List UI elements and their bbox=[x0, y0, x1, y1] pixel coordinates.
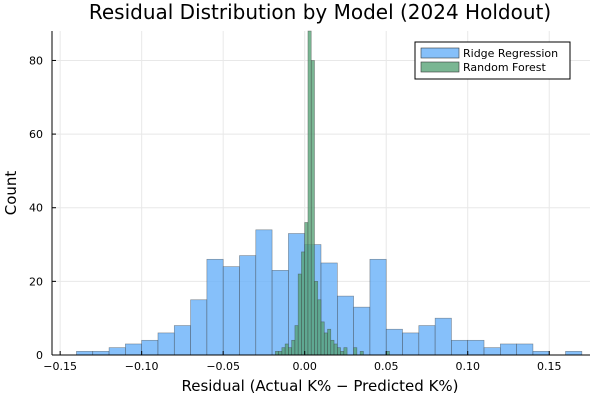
y-tick-label: 40 bbox=[29, 202, 43, 215]
ridge-bar bbox=[483, 347, 501, 356]
x-tick-label: 0.00 bbox=[292, 360, 317, 373]
random-forest-bar bbox=[275, 351, 279, 356]
ridge-bar bbox=[173, 325, 191, 356]
random-forest-bar bbox=[304, 222, 309, 356]
random-forest-bar bbox=[310, 60, 315, 356]
random-forest-bar bbox=[307, 30, 312, 356]
ridge-bar bbox=[255, 229, 273, 356]
random-forest-bar bbox=[333, 343, 338, 356]
ridge-bar bbox=[434, 317, 452, 356]
random-forest-bar bbox=[301, 251, 305, 356]
x-axis-label: Residual (Actual K% − Predicted K%) bbox=[181, 377, 458, 395]
y-tick-label: 60 bbox=[29, 128, 43, 141]
random-forest-bar bbox=[330, 339, 335, 356]
random-forest-bar bbox=[284, 343, 289, 356]
x-tick-label: −0.10 bbox=[125, 360, 159, 373]
random-forest-bar bbox=[278, 351, 283, 356]
random-forest-bar bbox=[323, 332, 328, 356]
random-forest-bar bbox=[340, 351, 345, 356]
ridge-bar bbox=[157, 332, 175, 356]
ridge-bar bbox=[141, 339, 159, 356]
random-forest-bar bbox=[294, 325, 299, 356]
ridge-bar bbox=[402, 332, 420, 356]
x-tick-label: 0.05 bbox=[374, 360, 399, 373]
random-forest-bar bbox=[297, 273, 302, 356]
y-ticks: 0 20 40 60 80 bbox=[29, 54, 56, 362]
legend-swatch-random-forest bbox=[420, 61, 460, 73]
legend-label-ridge: Ridge Regression bbox=[463, 47, 558, 60]
x-tick-label: −0.15 bbox=[43, 360, 77, 373]
legend-swatch-ridge bbox=[420, 47, 460, 59]
legend-label-random-forest: Random Forest bbox=[463, 61, 546, 74]
ridge-bar bbox=[108, 347, 126, 356]
random-forest-bar bbox=[343, 347, 348, 356]
ridge-bar bbox=[190, 299, 208, 356]
random-forest-bar bbox=[281, 347, 286, 356]
random-forest-bar bbox=[320, 321, 325, 356]
y-axis-label: Count bbox=[2, 171, 20, 216]
chart-title: Residual Distribution by Model (2024 Hol… bbox=[89, 0, 551, 24]
x-tick-label: 0.15 bbox=[537, 360, 562, 373]
ridge-bar bbox=[222, 266, 240, 356]
ridge-bar bbox=[125, 343, 142, 356]
random-forest-bar bbox=[359, 351, 364, 356]
ridge-bar bbox=[206, 258, 224, 356]
y-tick-label: 20 bbox=[29, 275, 43, 288]
y-tick-label: 80 bbox=[29, 54, 43, 67]
ridge-bar bbox=[500, 343, 517, 356]
random-forest-bar bbox=[314, 281, 319, 356]
random-forest-bar bbox=[291, 339, 296, 356]
legend: Ridge Regression Random Forest bbox=[414, 41, 571, 80]
x-ticks: −0.15 −0.10 −0.05 0.00 0.05 0.10 0.15 bbox=[43, 351, 561, 373]
ridge-bar bbox=[271, 270, 289, 356]
ridge-bar bbox=[516, 343, 534, 356]
y-tick-label: 0 bbox=[36, 349, 43, 362]
ridge-bar bbox=[369, 258, 387, 356]
random-forest-bar bbox=[353, 347, 358, 356]
random-forest-bar bbox=[327, 328, 332, 356]
ridge-bar bbox=[451, 339, 469, 356]
ridge-bar bbox=[532, 351, 550, 356]
ridge-bars bbox=[76, 229, 583, 356]
x-tick-label: 0.10 bbox=[455, 360, 480, 373]
ridge-bar bbox=[92, 351, 110, 356]
random-forest-bar bbox=[288, 347, 292, 356]
x-tick-label: −0.05 bbox=[206, 360, 240, 373]
random-forest-bar bbox=[317, 299, 322, 356]
random-forest-bar bbox=[337, 347, 341, 356]
ridge-bar bbox=[76, 351, 94, 356]
ridge-bar bbox=[337, 295, 354, 356]
ridge-bar bbox=[418, 325, 436, 356]
ridge-bar bbox=[239, 255, 257, 356]
ridge-bar bbox=[467, 339, 485, 356]
ridge-bar bbox=[565, 351, 583, 356]
